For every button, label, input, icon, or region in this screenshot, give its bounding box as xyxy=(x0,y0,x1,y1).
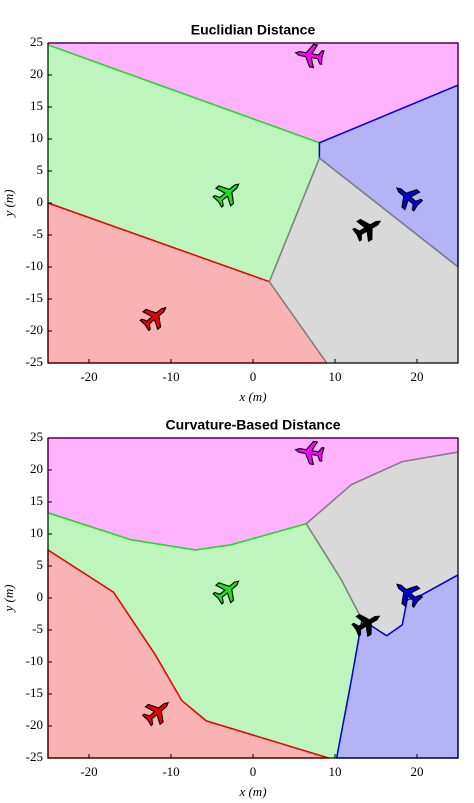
x-tick-label: 20 xyxy=(411,369,424,384)
aircraft xyxy=(141,701,170,727)
y-tick-label: 25 xyxy=(30,429,43,444)
x-tick-label: 10 xyxy=(329,369,342,384)
aircraft xyxy=(352,218,382,243)
x-tick-label: 10 xyxy=(329,764,342,779)
y-tick-label: 15 xyxy=(30,98,43,113)
x-axis-label: x (m) xyxy=(238,389,266,404)
y-tick-label: -5 xyxy=(32,621,43,636)
aircraft xyxy=(139,306,167,332)
y-tick-label: -25 xyxy=(26,354,43,369)
x-tick-label: 0 xyxy=(250,764,257,779)
x-axis-label: x (m) xyxy=(238,784,266,799)
y-tick-label: -10 xyxy=(26,653,43,668)
chart-title: Curvature-Based Distance xyxy=(165,417,340,433)
aircraft xyxy=(294,440,325,466)
y-tick-label: 15 xyxy=(30,493,43,508)
region xyxy=(335,574,459,759)
y-tick-label: -25 xyxy=(26,749,43,764)
y-tick-label: -20 xyxy=(26,717,43,732)
y-tick-label: 10 xyxy=(30,525,43,540)
y-tick-label: -20 xyxy=(26,322,43,337)
y-tick-label: 0 xyxy=(37,194,44,209)
x-tick-label: 20 xyxy=(411,764,424,779)
x-tick-label: -20 xyxy=(80,369,97,384)
y-tick-label: -5 xyxy=(32,226,43,241)
y-tick-label: 25 xyxy=(30,34,43,49)
x-tick-label: -10 xyxy=(162,369,179,384)
y-tick-label: 10 xyxy=(30,130,43,145)
aircraft xyxy=(395,187,424,212)
chart-title: Euclidian Distance xyxy=(191,22,316,38)
y-axis-label: y (m) xyxy=(1,584,16,613)
aircraft xyxy=(294,43,325,69)
x-tick-label: -20 xyxy=(80,764,97,779)
y-axis-label: y (m) xyxy=(1,189,16,218)
y-tick-label: 5 xyxy=(37,162,44,177)
x-tick-label: 0 xyxy=(250,369,257,384)
x-tick-label: -10 xyxy=(162,764,179,779)
aircraft xyxy=(395,583,424,608)
y-tick-label: -15 xyxy=(26,685,43,700)
aircraft xyxy=(212,580,240,605)
y-tick-label: -15 xyxy=(26,290,43,305)
aircraft xyxy=(351,613,381,638)
y-tick-label: -10 xyxy=(26,258,43,273)
y-tick-label: 0 xyxy=(37,589,44,604)
aircraft xyxy=(212,183,240,208)
y-tick-label: 20 xyxy=(30,461,43,476)
y-tick-label: 20 xyxy=(30,66,43,81)
y-tick-label: 5 xyxy=(37,557,44,572)
